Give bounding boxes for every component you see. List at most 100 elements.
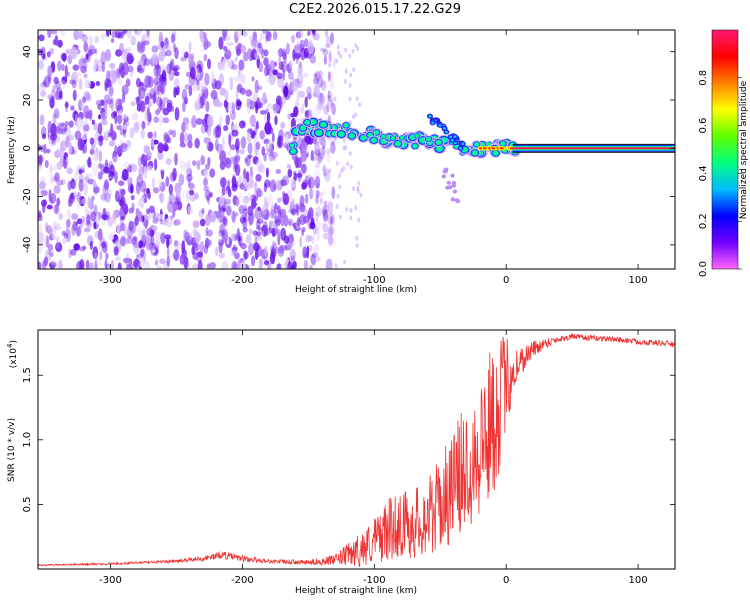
noise-blob	[61, 63, 65, 72]
noise-blob	[38, 154, 43, 165]
noise-blob	[87, 156, 92, 168]
noise-blob	[238, 149, 245, 155]
noise-blob	[330, 216, 333, 225]
noise-blob	[266, 111, 271, 123]
noise-blob	[259, 33, 264, 41]
noise-blob	[297, 30, 303, 41]
noise-blob	[51, 231, 57, 241]
noise-blob	[223, 125, 229, 132]
noise-blob	[231, 210, 236, 223]
noise-blob	[344, 68, 348, 74]
noise-blob	[344, 47, 347, 53]
noise-blob	[181, 122, 186, 133]
noise-blob	[315, 190, 320, 198]
noise-blob	[105, 48, 112, 62]
noise-blob	[104, 82, 108, 92]
noise-blob	[88, 262, 94, 269]
noise-blob	[302, 215, 310, 224]
noise-blob	[132, 240, 140, 249]
noise-blob	[154, 158, 158, 171]
noise-blob	[264, 121, 272, 135]
snr-y-axis-label: SNR (10 * v/v)	[7, 418, 17, 482]
noise-blob	[229, 156, 234, 162]
noise-blob	[287, 113, 292, 120]
noise-blob	[79, 98, 85, 109]
noise-blob	[58, 212, 63, 220]
noise-blob	[319, 92, 323, 103]
noise-blob	[314, 141, 320, 154]
noise-blob	[200, 30, 204, 43]
noise-blob	[224, 49, 232, 60]
noise-blob	[97, 228, 103, 241]
noise-blob	[52, 39, 57, 46]
noise-blob	[171, 203, 178, 211]
noise-blob	[108, 85, 114, 97]
snr-x-ticks: -300 -200 -100 0 100	[99, 330, 648, 586]
noise-blob	[59, 90, 63, 99]
noise-blob	[254, 149, 259, 156]
noise-blob	[203, 244, 209, 254]
noise-blob	[349, 215, 353, 221]
noise-blob	[314, 164, 319, 169]
noise-blob	[224, 89, 229, 102]
signal-blob	[450, 173, 455, 178]
signal-blob	[373, 130, 379, 135]
noise-blob	[234, 76, 239, 82]
noise-blob	[101, 119, 108, 126]
noise-blob	[249, 128, 253, 135]
noise-blob	[343, 78, 347, 84]
noise-blob	[64, 121, 70, 126]
noise-blob	[159, 181, 166, 192]
noise-blob	[253, 181, 258, 193]
noise-blob	[314, 226, 318, 234]
noise-blob	[301, 182, 308, 190]
noise-blob	[130, 101, 136, 107]
noise-blob	[119, 62, 124, 73]
noise-blob	[316, 103, 321, 115]
noise-blob	[188, 41, 192, 53]
noise-blob	[206, 263, 211, 269]
noise-blob	[120, 188, 126, 196]
noise-blob	[290, 81, 298, 92]
noise-blob	[296, 80, 303, 89]
noise-blob	[231, 260, 238, 269]
noise-blob	[224, 157, 232, 169]
noise-blob	[246, 132, 252, 143]
noise-blob	[200, 42, 205, 54]
signal-blob	[438, 124, 442, 127]
noise-blob	[263, 221, 268, 230]
noise-blob	[231, 64, 238, 71]
noise-blob	[258, 258, 263, 269]
noise-blob	[94, 252, 98, 262]
signal-blob	[474, 142, 479, 147]
noise-blob	[354, 205, 358, 211]
noise-blob	[173, 78, 180, 89]
colorbar-tick-label: 0.0	[698, 261, 709, 277]
noise-blob	[118, 98, 124, 105]
noise-blob	[83, 182, 89, 196]
noise-blob	[269, 60, 276, 72]
noise-blob	[191, 245, 196, 256]
noise-blob	[238, 205, 245, 214]
spectrogram-x-tick-label: -200	[231, 275, 254, 286]
noise-blob	[288, 71, 294, 80]
noise-blob	[312, 188, 317, 196]
noise-blob	[231, 176, 237, 189]
signal-blob	[493, 150, 499, 156]
noise-blob	[147, 191, 151, 200]
noise-blob	[327, 235, 334, 246]
noise-blob	[264, 245, 268, 257]
noise-blob	[142, 166, 149, 172]
noise-blob	[222, 229, 229, 243]
noise-blob	[258, 61, 264, 73]
noise-blob	[43, 199, 47, 206]
noise-blob	[170, 33, 175, 44]
noise-blob	[287, 189, 293, 200]
noise-blob	[72, 220, 78, 231]
noise-blob	[204, 189, 212, 200]
noise-blob	[94, 35, 99, 44]
noise-blob	[221, 185, 226, 196]
noise-blob	[68, 120, 74, 128]
noise-blob	[321, 219, 327, 230]
spectrogram-signal-track	[287, 113, 521, 204]
